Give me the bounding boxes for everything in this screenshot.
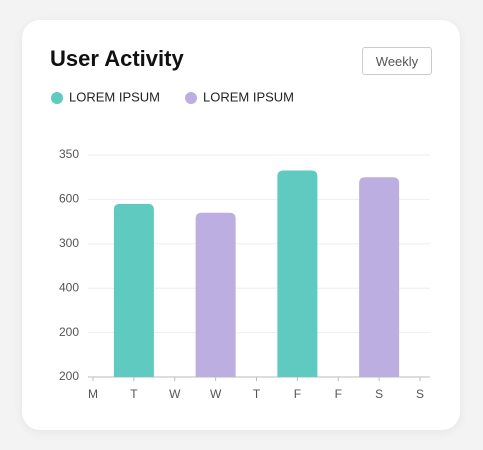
x-tick-label: S [375, 387, 383, 401]
y-tick-label: 200 [59, 369, 79, 383]
x-tick-label: F [294, 387, 301, 401]
y-tick-label: 600 [59, 192, 79, 206]
legend-label: LOREM IPSUM [69, 89, 160, 104]
legend-swatch [51, 92, 63, 104]
x-tick-label: T [130, 387, 138, 401]
bar [277, 170, 318, 377]
bar [113, 203, 154, 377]
x-tick-label: M [88, 387, 98, 401]
bar [359, 177, 400, 377]
weekly-button[interactable]: Weekly [362, 47, 432, 75]
x-tick-label: F [335, 387, 342, 401]
legend-swatch [185, 92, 197, 104]
title: User Activity [50, 46, 184, 71]
x-tick-label: S [416, 387, 424, 401]
y-tick-label: 300 [59, 236, 79, 250]
legend-label: LOREM IPSUM [203, 89, 294, 104]
x-tick-label: W [169, 387, 181, 401]
y-tick-label: 350 [59, 147, 79, 161]
x-tick-label: W [210, 387, 222, 401]
y-tick-label: 200 [59, 325, 79, 339]
x-tick-label: T [253, 387, 261, 401]
bar [195, 212, 236, 377]
y-tick-label: 400 [59, 280, 79, 294]
